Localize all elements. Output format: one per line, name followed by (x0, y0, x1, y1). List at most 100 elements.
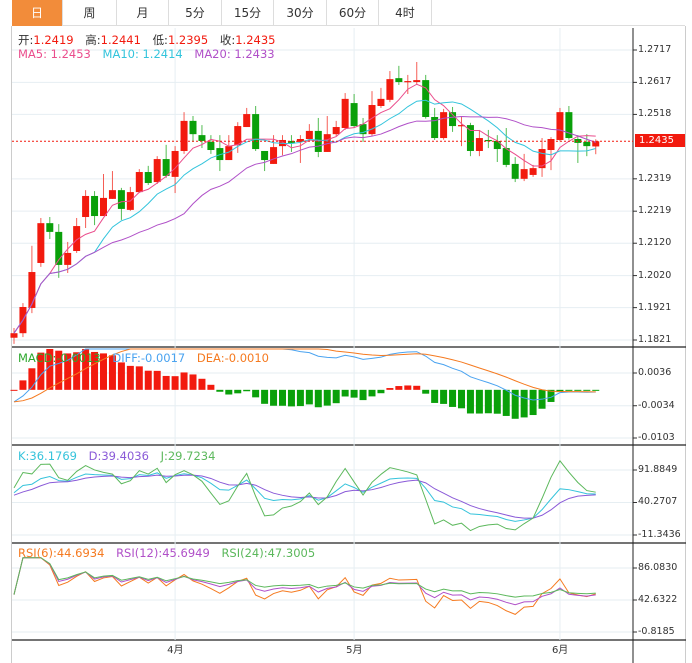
macd-bar (341, 389, 349, 397)
last-price-tag: 1.2435 (635, 134, 685, 148)
candle-down (189, 120, 197, 135)
candle-down (144, 172, 152, 184)
d-line (13, 474, 596, 519)
main-axis-label: 1.1821 (638, 334, 672, 345)
rsi6-line (13, 557, 596, 615)
candle-down (431, 116, 439, 139)
candle-down (565, 112, 573, 139)
macd-axis-label: -0.0103 (638, 432, 675, 443)
macd-bar (207, 384, 215, 390)
macd-bar (520, 389, 528, 418)
tab-4hour[interactable]: 4时 (379, 0, 432, 26)
candle-up (332, 127, 340, 135)
candle-up (171, 150, 179, 177)
rsi-axis-label: 86.0830 (638, 562, 678, 573)
candle-up (270, 147, 278, 164)
k-value: K:36.1769 (18, 449, 77, 463)
rsi12-line (13, 557, 596, 606)
macd-bar (252, 389, 260, 398)
macd-bar (449, 389, 457, 407)
macd-bar (126, 365, 134, 390)
candle-up (234, 126, 242, 146)
macd-bar (583, 389, 591, 391)
candle-up (100, 197, 107, 217)
macd-bar (377, 389, 385, 394)
rsi24-value: RSI(24):47.3005 (221, 546, 316, 560)
candle-up (404, 81, 412, 83)
tab-5min[interactable]: 5分 (169, 0, 222, 26)
candle-down (162, 159, 170, 176)
tab-week[interactable]: 周 (63, 0, 117, 26)
candle-up (341, 98, 349, 129)
rsi12-value: RSI(12):45.6949 (116, 546, 210, 560)
macd-bar (350, 389, 358, 398)
macd-bar (368, 389, 376, 397)
candle-up (28, 272, 36, 308)
macd-bar (296, 389, 304, 407)
main-axis-label: 1.2717 (638, 44, 672, 55)
macd-bar (592, 389, 600, 391)
candle-up (180, 120, 188, 151)
macd-bar (243, 389, 251, 392)
macd-bar (565, 389, 573, 391)
macd-bar (574, 389, 582, 391)
diff-line (13, 348, 596, 403)
candle-up (556, 112, 564, 140)
close-label: 收: (219, 33, 236, 47)
candle-down (55, 231, 63, 265)
main-axis-label: 1.2120 (638, 237, 672, 249)
macd-bar (198, 378, 206, 390)
candle-down (91, 195, 99, 217)
kdj-axis-label: 91.8849 (638, 464, 678, 475)
candle-down (207, 141, 215, 151)
rsi6-value: RSI(6):44.6934 (18, 546, 105, 560)
tab-15min[interactable]: 15分 (222, 0, 274, 26)
ma20-line (13, 115, 596, 334)
candle-up (547, 139, 555, 151)
candle-down (287, 140, 295, 143)
macd-bar (10, 389, 18, 391)
candle-up (82, 195, 90, 218)
candle-up (386, 79, 394, 100)
macd-bar (55, 350, 63, 390)
candle-up (538, 149, 546, 169)
candle-up (108, 190, 116, 199)
macd-bar (108, 355, 116, 390)
tab-60min[interactable]: 60分 (327, 0, 379, 26)
low-label: 低: (152, 33, 168, 47)
macd-bar (556, 389, 564, 393)
main-axis-label: 1.1921 (638, 301, 672, 313)
candle-up (243, 114, 251, 128)
macd-bar (144, 370, 152, 390)
rsi-axis-label: -0.8185 (638, 626, 675, 637)
candle-down (395, 78, 403, 83)
macd-bar (82, 349, 90, 390)
macd-bar (279, 389, 286, 406)
rsi-legend: RSI(6):44.6934 RSI(12):45.6949 RSI(24):4… (18, 546, 323, 560)
macd-bar (46, 349, 54, 390)
j-line (13, 459, 596, 532)
candle-up (296, 139, 304, 142)
macd-bar (117, 362, 125, 390)
tab-month[interactable]: 月 (117, 0, 169, 26)
candle-up (64, 252, 72, 265)
low-value: 1.2395 (167, 33, 209, 47)
candle-down (466, 125, 474, 151)
tab-30min[interactable]: 30分 (274, 0, 327, 26)
macd-bar (19, 380, 27, 390)
candle-down (216, 148, 224, 161)
macd-bar (261, 389, 269, 404)
candle-down (449, 112, 457, 127)
macd-bar (404, 385, 412, 390)
macd-bar (440, 389, 448, 404)
candle-up (37, 223, 45, 263)
high-value: 1.2441 (100, 33, 141, 47)
macd-bar (314, 389, 322, 408)
open-label: 开: (18, 33, 34, 47)
tab-day[interactable]: 日 (12, 0, 63, 26)
macd-bar (529, 389, 537, 416)
candle-up (440, 112, 448, 139)
kdj-legend: K:36.1769 D:39.4036 J:29.7234 (18, 449, 223, 463)
candle-down (359, 124, 367, 135)
